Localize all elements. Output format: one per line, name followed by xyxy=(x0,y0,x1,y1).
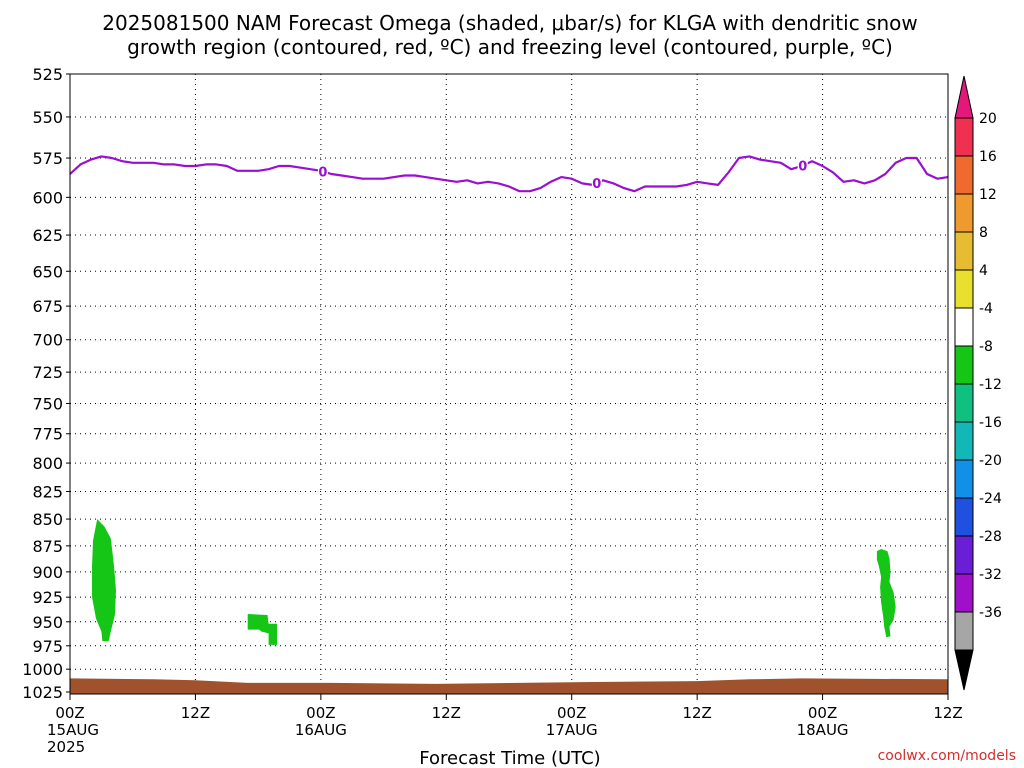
y-tick-label: 900 xyxy=(32,563,63,582)
freezing-level-label: 0 xyxy=(798,160,807,175)
colorbar-label: 20 xyxy=(979,111,997,127)
colorbar-label: -32 xyxy=(979,567,1002,583)
y-tick-label: 625 xyxy=(32,226,63,245)
x-tick-label: 12Z xyxy=(933,704,962,722)
colorbar-label: -20 xyxy=(979,453,1002,469)
grid-lines xyxy=(70,73,948,694)
colorbar-segment xyxy=(954,421,974,461)
y-tick-label: 775 xyxy=(32,425,63,444)
x-axis-label: Forecast Time (UTC) xyxy=(419,748,600,768)
x-tick-label: 12Z xyxy=(181,704,210,722)
x-tick-label: 18AUG xyxy=(797,721,849,739)
colorbar-segment xyxy=(954,193,974,233)
x-tick-label: 17AUG xyxy=(546,721,598,739)
y-tick-label: 925 xyxy=(32,588,63,607)
x-tick-label: 00Z xyxy=(306,704,335,722)
colorbar-segment xyxy=(954,459,974,499)
chart-title-line1: 2025081500 NAM Forecast Omega (shaded, μ… xyxy=(102,11,918,35)
y-tick-label: 825 xyxy=(32,482,63,501)
colorbar-label: -24 xyxy=(979,491,1002,507)
y-axis-ticks: 525 550 575 600 625 650 675 700 725 750 775 800 825 8… xyxy=(22,65,70,702)
y-tick-label: 600 xyxy=(32,188,63,207)
colorbar-segment xyxy=(954,307,974,347)
y-tick-label: 1025 xyxy=(22,683,63,702)
y-tick-label: 850 xyxy=(32,510,63,529)
freezing-level-label: 0 xyxy=(318,165,327,180)
y-tick-label: 800 xyxy=(32,454,63,473)
y-tick-label: 1000 xyxy=(22,660,63,679)
freezing-level-label: 0 xyxy=(592,177,601,192)
surface-terrain xyxy=(70,678,948,694)
x-tick-label: 00Z xyxy=(557,704,586,722)
colorbar-segment xyxy=(954,383,974,423)
omega-shaded-region xyxy=(876,549,896,638)
x-tick-label: 12Z xyxy=(682,704,711,722)
colorbar: 20 16 12 8 4 -4 -8 -12 -16 -20 -24 -28 -32 -36 xyxy=(954,75,1002,691)
colorbar-segment xyxy=(954,535,974,575)
colorbar-segment xyxy=(954,497,974,537)
x-tick-label: 16AUG xyxy=(295,721,347,739)
plot-border xyxy=(69,73,949,695)
x-tick-label: 12Z xyxy=(432,704,461,722)
x-tick-label: 15AUG xyxy=(47,721,99,739)
y-tick-label: 650 xyxy=(32,262,63,281)
y-tick-label: 525 xyxy=(32,65,63,84)
y-tick-label: 725 xyxy=(32,363,63,382)
colorbar-label: 16 xyxy=(979,149,997,165)
y-tick-label: 875 xyxy=(32,537,63,556)
colorbar-segment xyxy=(954,117,974,157)
colorbar-label: -36 xyxy=(979,605,1002,621)
plot-area: 0 0 0 xyxy=(69,73,949,695)
colorbar-segment xyxy=(954,611,974,651)
y-tick-label: 675 xyxy=(32,297,63,316)
x-tick-label: 00Z xyxy=(55,704,84,722)
y-tick-label: 575 xyxy=(32,149,63,168)
colorbar-label: -12 xyxy=(979,377,1002,393)
plot-frame xyxy=(70,74,948,694)
y-tick-label: 950 xyxy=(32,613,63,632)
freezing-level-contour: 0 0 0 xyxy=(69,155,949,193)
omega-shading xyxy=(92,519,896,645)
colorbar-segment xyxy=(954,269,974,309)
colorbar-label: 4 xyxy=(979,263,988,279)
contour-label-bg xyxy=(591,175,602,191)
colorbar-label: -8 xyxy=(979,339,993,355)
colorbar-segment xyxy=(954,345,974,385)
omega-shaded-region xyxy=(247,614,277,645)
colorbar-label: -16 xyxy=(979,415,1002,431)
y-tick-label: 750 xyxy=(32,394,63,413)
contour-label-bg xyxy=(797,157,808,173)
colorbar-segment xyxy=(954,231,974,271)
x-tick-label: 00Z xyxy=(808,704,837,722)
omega-shaded-region xyxy=(92,519,116,642)
colorbar-segment xyxy=(954,573,974,613)
y-tick-label: 550 xyxy=(32,108,63,127)
chart-title-line2: growth region (contoured, red, ºC) and f… xyxy=(127,35,893,59)
colorbar-segment xyxy=(954,155,974,195)
colorbar-label: -28 xyxy=(979,529,1002,545)
y-tick-label: 700 xyxy=(32,331,63,350)
x-tick-label: 2025 xyxy=(47,738,85,756)
colorbar-top-arrow xyxy=(954,75,974,119)
colorbar-label: -4 xyxy=(979,301,993,317)
colorbar-label: 12 xyxy=(979,187,997,203)
y-tick-label: 975 xyxy=(32,637,63,656)
colorbar-bottom-arrow xyxy=(954,649,974,691)
colorbar-label: 8 xyxy=(979,225,988,241)
credit-link[interactable]: coolwx.com/models xyxy=(878,748,1016,764)
contour-label-bg xyxy=(317,163,328,179)
surface-fill xyxy=(70,678,948,694)
